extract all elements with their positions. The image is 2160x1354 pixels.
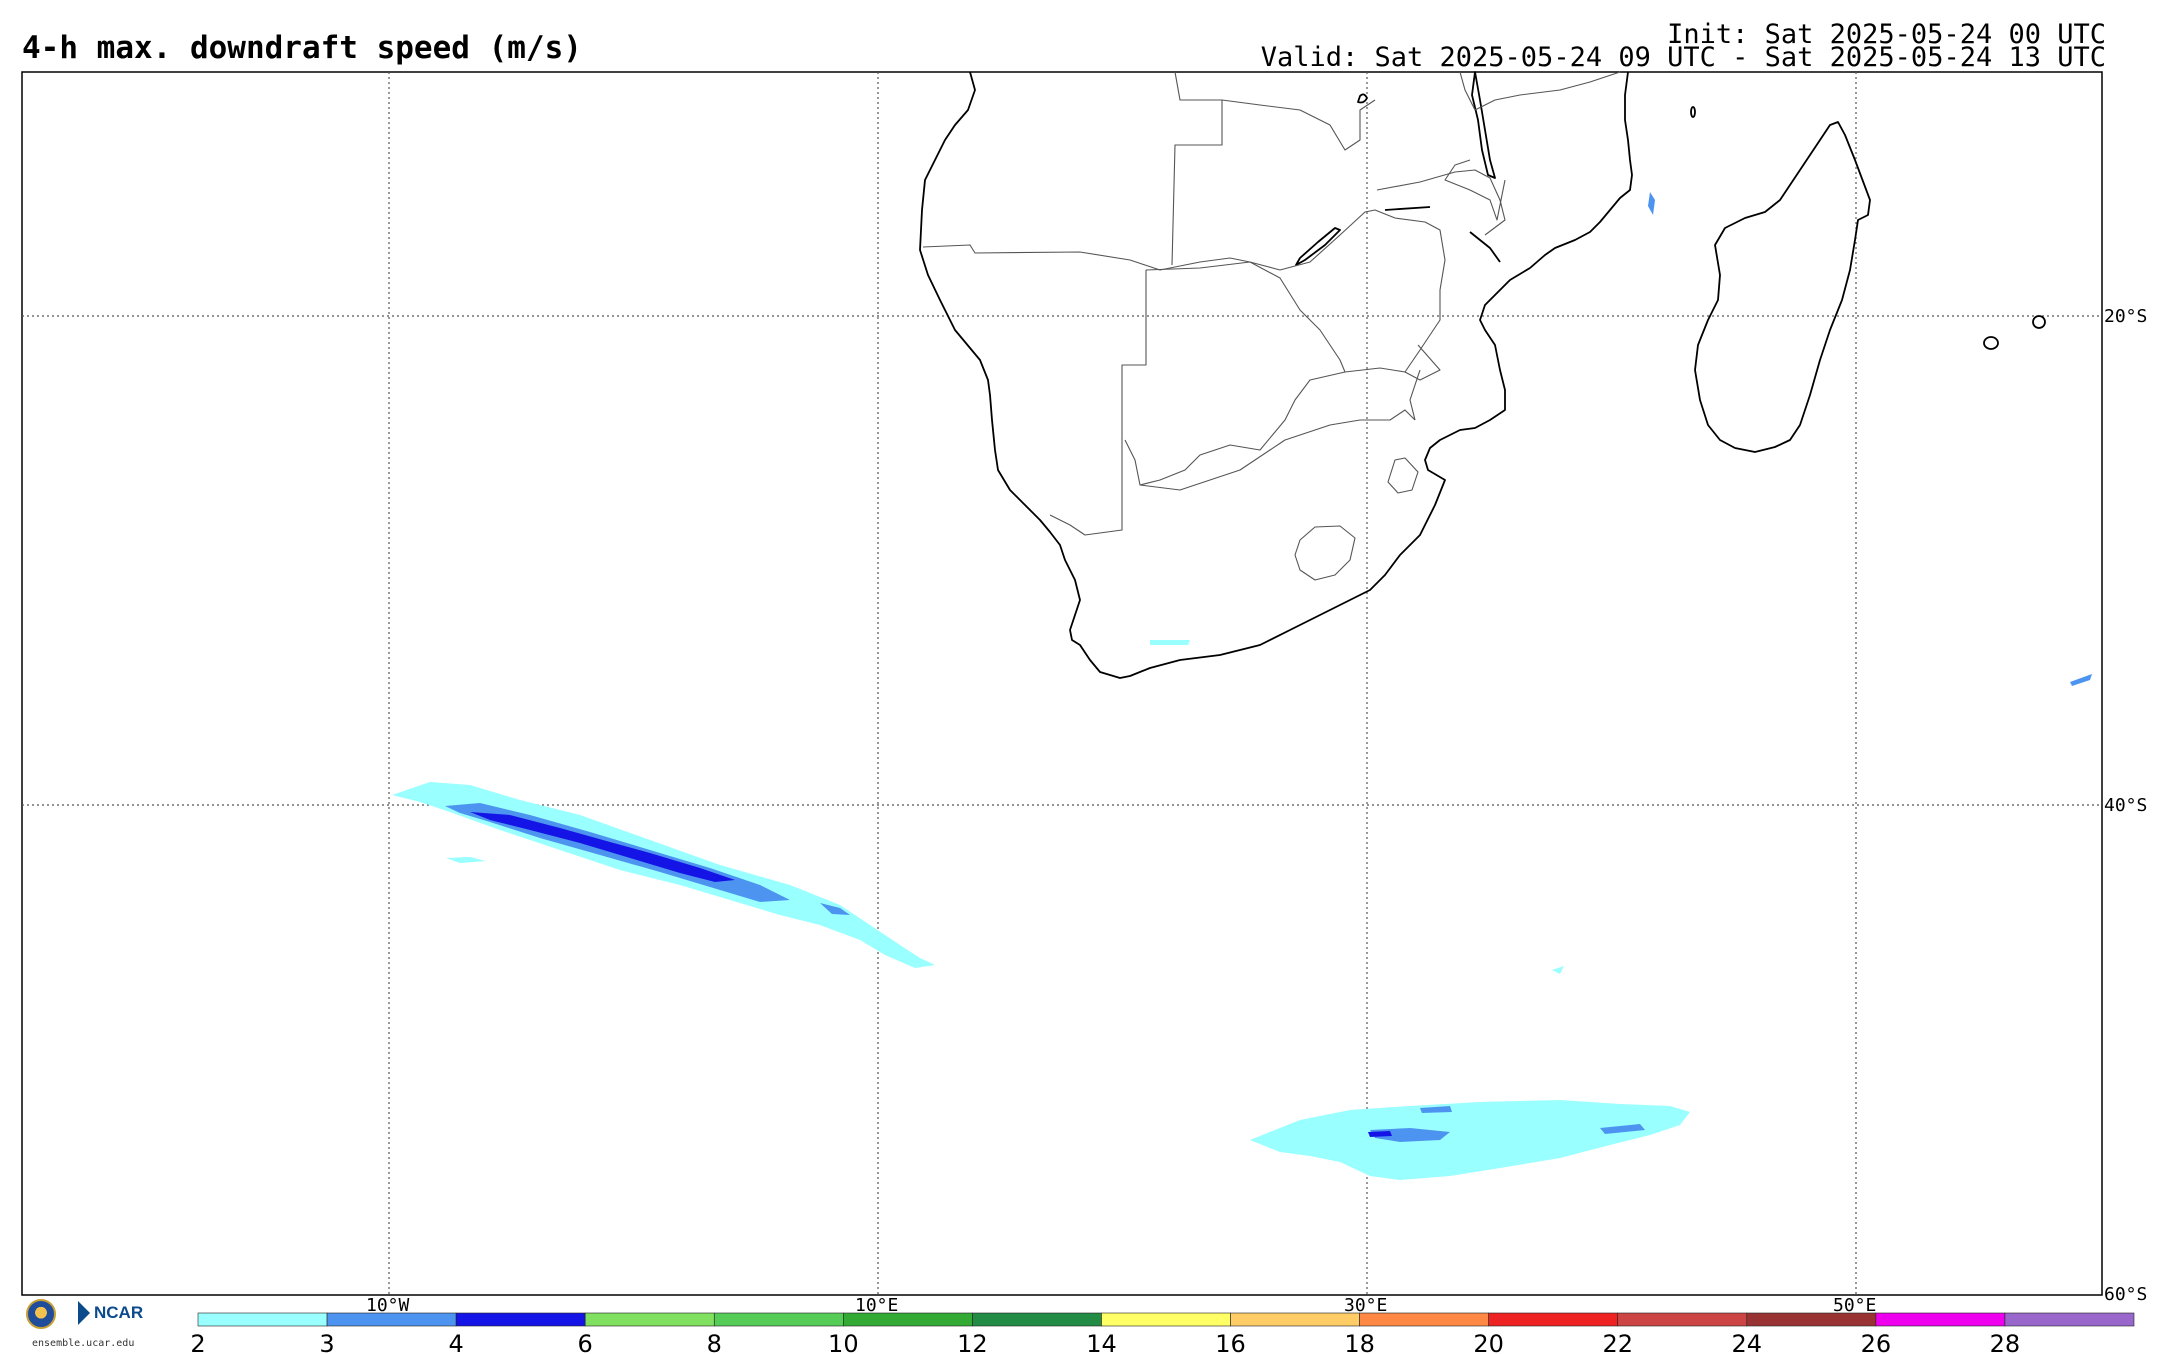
- lake-tanganyika: [1357, 93, 1368, 104]
- lake-malawi: [1471, 71, 1496, 179]
- colorbar-tick-label: 28: [1990, 1330, 2021, 1354]
- colorbar-swatch: [455, 1312, 586, 1327]
- mauritius-coast: [1983, 336, 1999, 350]
- mozambique-channel-coast: [1469, 231, 1501, 263]
- shade-atlantic-small: [820, 903, 850, 915]
- colorbar-swatch: [972, 1312, 1102, 1327]
- valid-time: Valid: Sat 2025-05-24 09 UTC - Sat 2025-…: [1260, 42, 2106, 73]
- lat-label-40s: 40°S: [2104, 795, 2147, 816]
- colorbar-tick-label: 16: [1215, 1330, 1246, 1354]
- colorbar-swatch: [1617, 1312, 1748, 1327]
- lat-label-20s: 20°S: [2104, 306, 2147, 327]
- colorbar-tick-label: 26: [1861, 1330, 1892, 1354]
- nsf-logo[interactable]: [26, 1299, 56, 1329]
- shade-southern-3ms-b: [1600, 1124, 1645, 1134]
- site-url[interactable]: ensemble.ucar.edu: [32, 1338, 135, 1349]
- colorbar-tick-label: 20: [1473, 1330, 1504, 1354]
- shade-southern-3ms-c: [1420, 1106, 1452, 1113]
- colorbar-swatch: [713, 1312, 844, 1327]
- shade-fleck-mozambique: [1648, 192, 1655, 215]
- graticule: [22, 72, 2102, 1295]
- downdraft-shading: [392, 192, 2092, 1180]
- colorbar-swatch: [1359, 1312, 1489, 1327]
- colorbar-tick-label: 6: [578, 1330, 593, 1354]
- country-borders: [922, 71, 1621, 581]
- colorbar-tick-label: 3: [319, 1330, 334, 1354]
- colorbar-tick-label: 8: [707, 1330, 722, 1354]
- colorbar-tick-label: 2: [190, 1330, 205, 1354]
- init-time: Init: Sat 2025-05-24 00 UTC: [1667, 19, 2106, 50]
- shade-atlantic-4ms: [470, 812, 735, 882]
- colorbar-swatch: [1230, 1312, 1360, 1327]
- lon-label-10e: 10°E: [855, 1295, 898, 1316]
- lake-kariba: [1295, 227, 1341, 266]
- lon-label-10w: 10°W: [366, 1295, 410, 1316]
- namibia-botswana-border: [1049, 270, 1147, 536]
- malawi-border: [1444, 159, 1506, 221]
- madagascar-coast: [1694, 121, 1871, 453]
- colorbar-tick-label: 22: [1602, 1330, 1633, 1354]
- botswana-border: [1124, 261, 1346, 486]
- zambia-border: [1171, 71, 1376, 266]
- comoros-coast: [1690, 106, 1696, 118]
- lake-cahora: [1384, 206, 1431, 211]
- africa-coast: [919, 71, 1633, 679]
- map-frame: [21, 71, 2103, 1296]
- zimbabwe-border: [1249, 209, 1446, 373]
- colorbar-tick-label: 24: [1732, 1330, 1763, 1354]
- tanzania-border: [1459, 71, 1621, 111]
- shade-atlantic-fleck: [446, 857, 486, 863]
- ncar-logo-text[interactable]: NCAR: [94, 1303, 144, 1322]
- map-title: 4-h max. downdraft speed (m/s): [22, 30, 582, 66]
- colorbar-swatch: [2004, 1312, 2135, 1327]
- eswatini-border: [1387, 457, 1419, 494]
- ncar-logo-mark: [78, 1301, 90, 1325]
- colorbar-swatch: [326, 1312, 457, 1327]
- colorbar-swatch: [1101, 1312, 1231, 1327]
- colorbar-swatch: [1488, 1312, 1619, 1327]
- colorbar: 2 3 4 6 8 10 12 14 16 18 20 22 24 26 28: [190, 1312, 2135, 1354]
- shade-fleck-south: [1552, 966, 1564, 974]
- colorbar-swatch: [197, 1312, 328, 1327]
- shade-fleck-east: [2070, 674, 2092, 686]
- lon-label-30e: 30°E: [1344, 1295, 1387, 1316]
- shade-fleck-cape: [1150, 640, 1190, 645]
- shade-southern-2ms: [1250, 1100, 1690, 1180]
- coastlines: [919, 71, 2046, 679]
- colorbar-tick-label: 18: [1344, 1330, 1375, 1354]
- mozambique-border: [1376, 169, 1506, 421]
- colorbar-swatch: [1875, 1312, 2006, 1327]
- colorbar-swatch: [584, 1312, 715, 1327]
- lesotho-border: [1294, 525, 1356, 581]
- colorbar-tick-label: 10: [828, 1330, 859, 1354]
- angola-namibia-border: [922, 244, 1251, 271]
- reunion-coast: [2032, 315, 2046, 329]
- lat-label-60s: 60°S: [2104, 1284, 2147, 1305]
- logo-block: NCAR ensemble.ucar.edu: [22, 1295, 162, 1353]
- colorbar-tick-label: 14: [1086, 1330, 1117, 1354]
- colorbar-tick-label: 4: [448, 1330, 463, 1354]
- shade-southern-4ms: [1368, 1131, 1392, 1137]
- colorbar-tick-label: 12: [957, 1330, 988, 1354]
- south-africa-inner: [1139, 409, 1416, 491]
- lon-label-50e: 50°E: [1833, 1295, 1876, 1316]
- colorbar-swatch: [1746, 1312, 1877, 1327]
- colorbar-swatch: [843, 1312, 973, 1327]
